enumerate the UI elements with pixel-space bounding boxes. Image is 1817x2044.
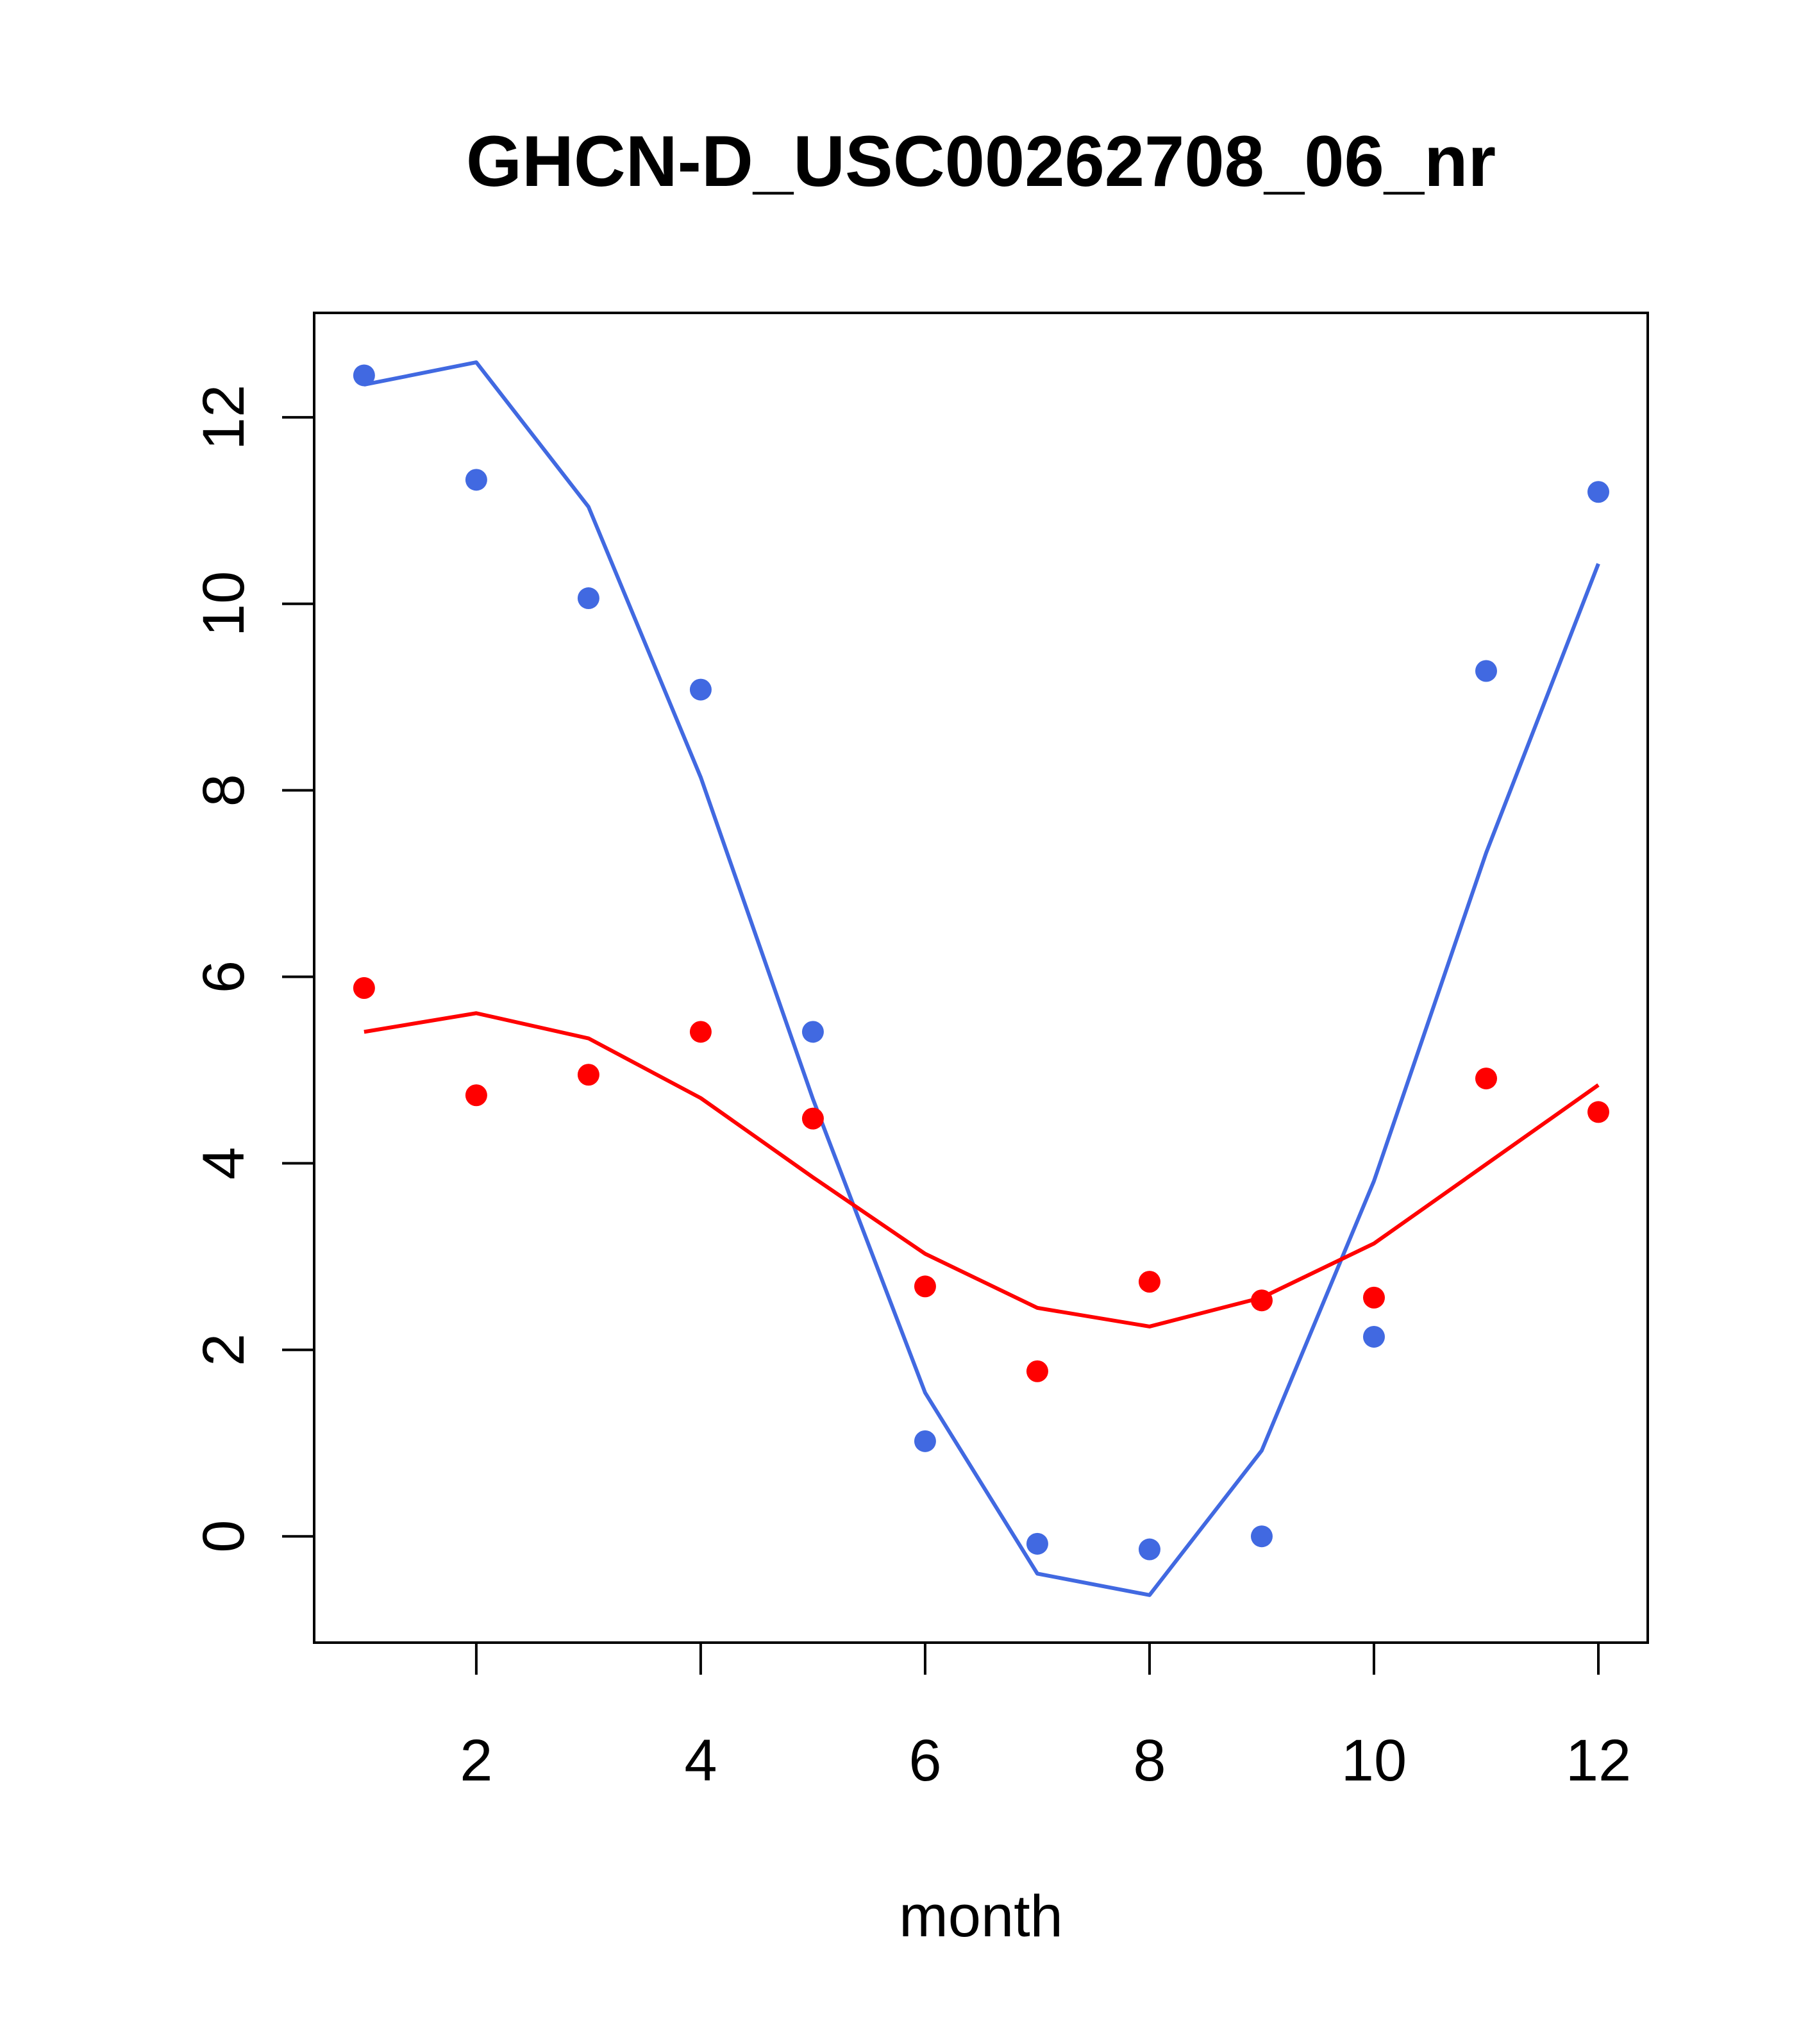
- x-tick-label: 6: [908, 1728, 941, 1793]
- x-tick-label: 2: [460, 1728, 492, 1793]
- plot-frame: [313, 312, 1649, 1644]
- blue-points-point: [1475, 660, 1497, 682]
- blue-points-point: [1138, 1538, 1160, 1561]
- y-tick-label: 0: [191, 1520, 256, 1553]
- red-points-point: [1475, 1068, 1497, 1090]
- red-points-point: [914, 1275, 936, 1298]
- blue-points-point: [914, 1430, 936, 1452]
- red-points-point: [577, 1064, 599, 1086]
- blue-points-point: [1587, 481, 1609, 503]
- red-points-point: [689, 1021, 712, 1043]
- y-tick-label: 8: [191, 774, 256, 807]
- red-points-point: [1026, 1360, 1048, 1382]
- red-line: [364, 1011, 1600, 1328]
- blue-line: [364, 360, 1600, 1597]
- x-tick-label: 8: [1133, 1728, 1166, 1793]
- red-points-point: [1138, 1271, 1160, 1293]
- x-tick-label: 12: [1566, 1728, 1631, 1793]
- red-points-point: [353, 976, 375, 999]
- red-points-point: [1587, 1101, 1609, 1123]
- chart-title: GHCN-D_USC00262708_06_nr: [466, 121, 1496, 201]
- blue-points-point: [353, 364, 375, 387]
- y-tick-label: 6: [191, 960, 256, 993]
- red-points-point: [801, 1107, 824, 1130]
- blue-points-point: [465, 469, 487, 491]
- x-tick-label: 4: [684, 1728, 717, 1793]
- y-tick-label: 10: [191, 571, 256, 637]
- blue-points-point: [689, 678, 712, 701]
- x-axis: 2 4 6 8 10 12: [460, 1641, 1631, 1793]
- series-layer: [353, 360, 1609, 1597]
- y-tick-label: 4: [191, 1147, 256, 1180]
- blue-points-point: [577, 587, 599, 610]
- y-axis: 0 2 4 6 8 10 12: [191, 385, 315, 1553]
- y-tick-label: 12: [191, 385, 256, 450]
- blue-points-point: [801, 1021, 824, 1043]
- red-points-point: [1362, 1286, 1385, 1309]
- blue-points-point: [1026, 1532, 1048, 1555]
- red-points-point: [465, 1084, 487, 1107]
- y-tick-label: 2: [191, 1334, 256, 1366]
- blue-points-point: [1362, 1325, 1385, 1348]
- x-tick-label: 10: [1341, 1728, 1407, 1793]
- blue-points-point: [1250, 1525, 1273, 1548]
- x-axis-label: month: [899, 1884, 1063, 1949]
